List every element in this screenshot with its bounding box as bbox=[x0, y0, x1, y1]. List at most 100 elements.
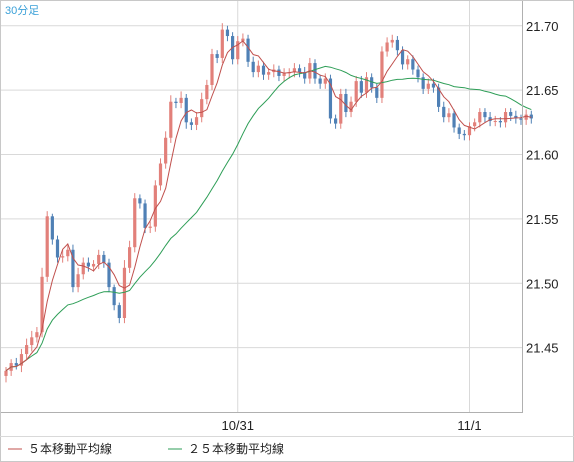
candle-body bbox=[478, 112, 482, 123]
candle-body bbox=[81, 262, 85, 275]
candle-body bbox=[519, 118, 523, 120]
candle-body bbox=[117, 305, 121, 319]
candle-body bbox=[91, 263, 96, 267]
candle-body bbox=[4, 370, 8, 376]
candle-body bbox=[354, 81, 358, 102]
candle-body bbox=[442, 106, 446, 118]
y-axis-ticks: 21.70 21.65 21.60 21.55 21.50 21.45 bbox=[526, 19, 559, 356]
candle-body bbox=[395, 39, 399, 51]
candle-body bbox=[282, 73, 286, 76]
candle-body bbox=[457, 127, 461, 134]
candle-body bbox=[359, 81, 363, 93]
y-tick-label: 21.50 bbox=[526, 276, 559, 291]
candle-body bbox=[406, 59, 410, 65]
candle-body bbox=[411, 59, 415, 70]
candle-body bbox=[97, 254, 101, 264]
candle-body bbox=[467, 126, 472, 136]
candle-body bbox=[122, 267, 127, 319]
candle-body bbox=[416, 69, 420, 78]
candle-body bbox=[277, 69, 281, 76]
candles-layer bbox=[4, 23, 533, 383]
candle-body bbox=[524, 114, 528, 120]
candle-body bbox=[76, 274, 80, 288]
candle-body bbox=[431, 83, 436, 88]
candle-body bbox=[380, 51, 384, 98]
period-label: 30分足 bbox=[5, 4, 39, 17]
candle-body bbox=[14, 363, 18, 366]
candle-body bbox=[215, 54, 219, 58]
legend-entry: ２５本移動平均線 bbox=[188, 441, 284, 456]
candle-body bbox=[251, 61, 255, 73]
candle-body bbox=[25, 345, 29, 355]
y-tick-label: 21.45 bbox=[526, 341, 559, 356]
candle-body bbox=[194, 117, 199, 125]
candle-body bbox=[30, 337, 34, 346]
candle-body bbox=[503, 112, 508, 123]
legend: ５本移動平均線 ２５本移動平均線 bbox=[8, 441, 284, 456]
candle-body bbox=[184, 97, 188, 123]
candle-body bbox=[236, 41, 240, 60]
candle-body bbox=[225, 29, 230, 37]
candle-body bbox=[148, 226, 152, 228]
candle-body bbox=[133, 198, 137, 248]
candle-body bbox=[71, 249, 75, 288]
candle-body bbox=[112, 287, 116, 306]
candle-body bbox=[210, 54, 214, 85]
candle-body bbox=[292, 68, 296, 73]
candle-body bbox=[437, 87, 441, 107]
candle-body bbox=[179, 97, 183, 103]
candle-body bbox=[158, 163, 163, 186]
x-tick-label: 10/31 bbox=[221, 418, 254, 433]
candle-body bbox=[421, 77, 425, 89]
candle-body bbox=[344, 93, 348, 113]
candle-body bbox=[138, 198, 142, 204]
candle-body bbox=[400, 50, 405, 65]
candle-body bbox=[498, 121, 502, 123]
candle-body bbox=[267, 72, 271, 75]
candle-body bbox=[66, 249, 70, 257]
candle-body bbox=[375, 87, 379, 98]
candle-body bbox=[241, 38, 245, 42]
candle-body bbox=[169, 101, 173, 138]
candle-body bbox=[102, 254, 106, 263]
candle-body bbox=[200, 99, 204, 118]
candle-body bbox=[334, 118, 338, 124]
ma5-line bbox=[5, 40, 532, 372]
candle-body bbox=[473, 122, 477, 127]
candle-body bbox=[297, 68, 302, 73]
chart-grid bbox=[0, 0, 522, 412]
candle-body bbox=[390, 39, 394, 43]
candle-body bbox=[509, 112, 513, 116]
candle-body bbox=[447, 113, 451, 118]
candle-body bbox=[529, 114, 533, 119]
candle-body bbox=[164, 137, 168, 164]
candle-body bbox=[339, 93, 343, 124]
candle-body bbox=[349, 101, 353, 113]
candle-body bbox=[313, 63, 317, 79]
candle-body bbox=[40, 276, 44, 333]
candle-body bbox=[318, 78, 322, 84]
candle-body bbox=[50, 216, 54, 240]
ma25-line bbox=[5, 65, 532, 372]
candle-body bbox=[426, 83, 430, 89]
candle-body bbox=[328, 78, 333, 119]
candle-body bbox=[128, 247, 132, 268]
candle-body bbox=[153, 185, 157, 227]
candle-body bbox=[462, 133, 466, 136]
candle-body bbox=[483, 112, 487, 118]
candle-body bbox=[323, 78, 327, 84]
candle-body bbox=[246, 38, 250, 62]
candle-body bbox=[189, 122, 193, 125]
candle-body bbox=[205, 84, 209, 100]
candle-body bbox=[143, 203, 147, 228]
moving-average-layer bbox=[5, 40, 532, 372]
y-tick-label: 21.70 bbox=[526, 19, 559, 34]
candle-body bbox=[45, 216, 49, 277]
x-axis-ticks: 10/31 11/1 bbox=[221, 418, 481, 433]
plot-border bbox=[0, 0, 523, 413]
x-tick-label: 11/1 bbox=[457, 418, 481, 433]
